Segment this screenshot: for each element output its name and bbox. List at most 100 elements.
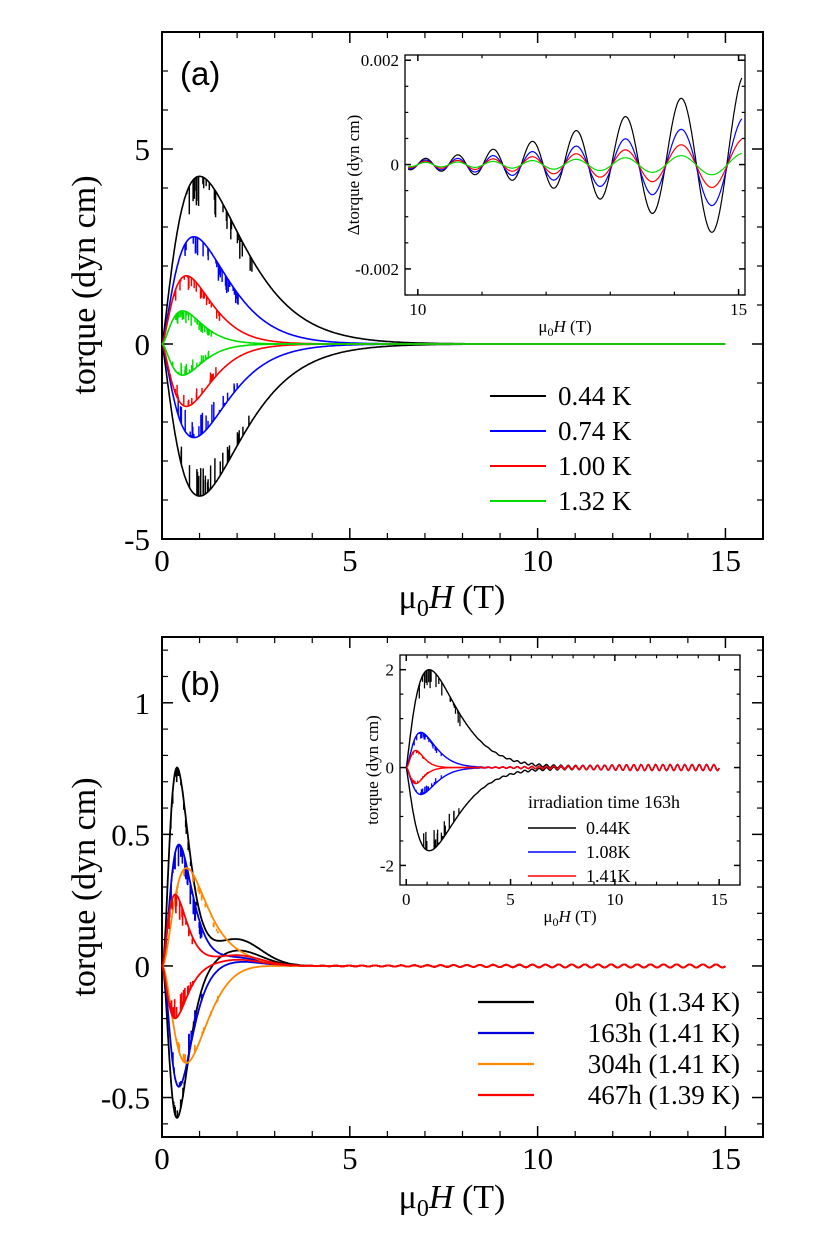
y-tick-label: 0.002 [361, 51, 399, 70]
x-tick-label: 10 [522, 543, 553, 578]
x-tick-label: 10 [606, 890, 623, 909]
y-tick-label: 1 [135, 686, 151, 721]
series-line-down [161, 343, 726, 377]
panel-a-inset-tick-labels: 10 15 -0.002 0 0.002 [355, 51, 747, 319]
panel-b-ticks [161, 637, 764, 1137]
panel-b-series [161, 766, 726, 1120]
y-tick-label: 0.5 [111, 817, 150, 852]
legend-label: 163h (1.41 K) [588, 1018, 740, 1048]
series-flux-jumps [180, 176, 253, 497]
panel-b-inset-frame [399, 654, 741, 886]
series-flux-jumps [167, 894, 194, 1019]
x-tick-label: 0 [154, 543, 170, 578]
legend-label: 1.00 K [558, 451, 632, 481]
series-line-down [406, 763, 720, 785]
series-line [408, 152, 742, 176]
panel-a-inset-ylabel: Δtorque (dyn cm) [344, 115, 363, 235]
legend-label: 0.74 K [558, 416, 632, 446]
x-tick-label: 5 [342, 543, 358, 578]
panel-b-xlabel: μ0H (T) [399, 1179, 506, 1222]
panel-b-inset-xlabel-sub: 0 [552, 915, 558, 929]
panel-a-xlabel: μ0H (T) [399, 579, 506, 622]
panel-b-inset-xlabel: μ0H (T) [543, 907, 596, 929]
x-tick-label: 15 [730, 300, 747, 319]
legend-label: 1.08K [586, 842, 631, 862]
panel-a-inset-xlabel: μ0H (T) [538, 317, 591, 339]
legend-label: 1.41K [586, 866, 631, 886]
panel-b-inset-chart: 0 5 10 15-202 torque (dyn cm) μ0H (T) irrad… [363, 654, 741, 929]
panel-b-xlabel-h: H [428, 1179, 456, 1216]
panel-b-inset-ylabel: torque (dyn cm) [363, 715, 382, 825]
x-tick-label: 5 [342, 1141, 358, 1176]
panel-a-legend: 0.44 K 0.74 K 1.00 K 1.32 K [490, 381, 632, 516]
panel-b-xlabel-unit: (T) [453, 1179, 505, 1216]
panel-a-inset-frame [404, 54, 746, 296]
series-flux-jumps [411, 750, 430, 784]
panel-a-main-chart: 0 5 10 15-505 (a) torque (dyn cm) μ0H (T) 0… [66, 31, 764, 622]
series-line [408, 138, 743, 188]
x-tick-label: 0 [402, 890, 411, 909]
panel-b-xlabel-sub: 0 [417, 1196, 429, 1222]
panel-a-ylabel: torque (dyn cm) [66, 175, 103, 394]
series-flux-jumps [413, 732, 442, 795]
series-flux-jumps [173, 868, 219, 1064]
panel-a-inset-xlabel-mu: μ [538, 317, 547, 336]
panel-b-inset-legend: 0.44K 1.08K 1.41K [528, 818, 631, 886]
x-tick-label: 0 [154, 1141, 170, 1176]
series-line-down [161, 343, 726, 497]
panel-a-inset-series [407, 77, 743, 233]
series-flux-jumps [417, 669, 461, 851]
panel-b-xlabel-mu: μ [399, 1179, 417, 1216]
panel-b-tick-labels: 0 5 10 15-0.500.51 [101, 686, 741, 1176]
legend-label: 0h (1.34 K) [615, 987, 740, 1017]
y-tick-label: 0 [135, 949, 151, 984]
x-tick-label: 15 [710, 1141, 741, 1176]
series-line [408, 118, 743, 207]
panel-b-legend: 0h (1.34 K)163h (1.41 K)304h (1.41 K)467… [478, 987, 740, 1110]
panel-a-inset-xlabel-h: H [552, 317, 567, 336]
y-tick-label: -0.002 [355, 260, 399, 279]
panel-a-tick-labels: 0 5 10 15-505 [124, 132, 741, 578]
y-tick-label: -0.5 [101, 1081, 150, 1116]
y-tick-label: -2 [380, 856, 394, 875]
panel-b-inset-xlabel-mu: μ [543, 907, 552, 926]
series-flux-jumps [177, 236, 239, 438]
panel-a-series [161, 175, 726, 497]
series-line-up [161, 310, 726, 345]
panel-b-inset-legend-title: irradiation time 163h [528, 792, 680, 812]
y-tick-label: 0 [135, 327, 151, 362]
legend-label: 304h (1.41 K) [588, 1049, 740, 1079]
panel-b-inset-tick-labels: 0 5 10 15 -2 0 2 [380, 661, 728, 909]
y-tick-label: -5 [124, 522, 150, 557]
panel-b-inset-background [400, 655, 740, 885]
panel-b-inset-xlabel-unit: (T) [571, 907, 597, 926]
panel-a-xlabel-mu: μ [399, 579, 417, 616]
legend-label: 0.44K [586, 818, 631, 838]
series-line-down [161, 343, 726, 408]
panel-a-xlabel-unit: (T) [453, 579, 505, 616]
y-tick-label: 2 [386, 661, 395, 680]
y-tick-label: 0 [391, 156, 400, 175]
panel-b-inset-ticks [400, 655, 741, 885]
x-tick-label: 15 [711, 890, 728, 909]
panel-a-label: (a) [180, 55, 220, 92]
x-tick-label: 10 [522, 1141, 553, 1176]
panel-a-inset-xlabel-sub: 0 [547, 325, 553, 339]
panel-a-xlabel-h: H [428, 579, 456, 616]
panel-a-inset-background [405, 55, 745, 295]
series-line [407, 77, 743, 233]
y-tick-label: 0 [386, 759, 395, 778]
x-tick-label: 10 [409, 300, 426, 319]
panel-a-inset-ticks [405, 55, 745, 296]
legend-label: 1.32 K [558, 486, 632, 516]
panel-a-inset-xlabel-unit: (T) [566, 317, 592, 336]
panel-b-ylabel: torque (dyn cm) [66, 777, 103, 996]
panel-a-ticks [161, 31, 764, 540]
panel-b-inset-xlabel-h: H [557, 907, 572, 926]
x-tick-label: 5 [506, 890, 515, 909]
x-tick-label: 15 [710, 543, 741, 578]
series-flux-jumps [171, 310, 213, 376]
series-line-down [161, 343, 726, 439]
